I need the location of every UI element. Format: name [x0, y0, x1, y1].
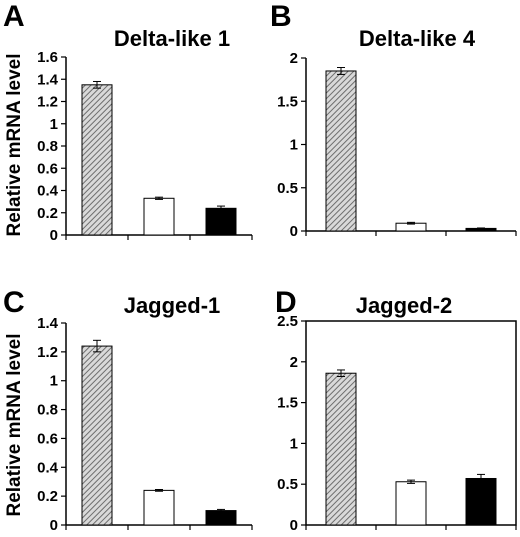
bar-filled — [205, 207, 237, 236]
y-tick-label: 1.2 — [37, 344, 58, 361]
panel-a-title: Delta-like 1 — [114, 26, 230, 51]
panel-c-ylabel: Relative mRNA level — [4, 333, 25, 516]
y-tick-label: 0.2 — [37, 488, 58, 505]
bar-filled — [465, 477, 497, 526]
y-tick-label: 1 — [50, 373, 58, 390]
y-tick-label: 0.2 — [37, 205, 58, 222]
panel-c-title: Jagged-1 — [124, 293, 221, 318]
y-tick-label: 1.4 — [37, 315, 59, 332]
panel-d-title: Jagged-2 — [356, 293, 453, 318]
bar-hatched — [81, 345, 113, 526]
panel-letter-d: D — [275, 286, 297, 319]
y-tick-label: 0 — [50, 517, 58, 532]
panel-a-ylabel: Relative mRNA level — [4, 53, 25, 236]
y-tick-label: 0.6 — [37, 430, 58, 447]
y-tick-label: 1.2 — [37, 94, 58, 111]
panel-letter-a: A — [3, 0, 25, 33]
y-tick-label: 1.6 — [37, 49, 58, 66]
y-tick-label: 1.5 — [277, 395, 298, 412]
panel-a-plot: 0 0.2 0.4 0.6 0.8 1 1.2 1.4 1.6 — [37, 49, 253, 244]
bar-open — [143, 489, 175, 526]
y-tick-label: 2 — [290, 354, 298, 371]
panel-c-plot: 0 0.2 0.4 0.6 0.8 1 1.2 1.4 — [37, 315, 253, 534]
y-tick-label: 1.4 — [37, 71, 59, 88]
y-tick-label: 0.8 — [37, 138, 58, 155]
y-tick-label: 2 — [290, 50, 298, 67]
y-tick-label: 0.6 — [37, 160, 58, 177]
y-tick-label: 0 — [290, 223, 298, 240]
panel-b: B Delta-like 4 0 0.5 1 1.5 2 — [270, 0, 517, 240]
panel-b-title: Delta-like 4 — [359, 26, 476, 51]
panel-a: A Delta-like 1 Relative mRNA level 00.20… — [3, 0, 253, 244]
bar-hatched — [81, 84, 113, 236]
panel-d: D Jagged-2 0 0.5 1 1.5 2 2.5 — [275, 286, 517, 534]
y-tick-label: 2.5 — [277, 313, 298, 330]
y-tick-label: 0.5 — [277, 476, 298, 493]
bar-open — [395, 481, 427, 526]
bar-open — [143, 197, 175, 236]
bar-hatched — [325, 372, 357, 526]
panel-letter-c: C — [3, 286, 25, 319]
bar-hatched — [325, 70, 357, 232]
y-tick-label: 1 — [50, 116, 58, 133]
y-tick-label: 1 — [290, 137, 298, 154]
panel-b-plot: 0 0.5 1 1.5 2 — [277, 50, 517, 240]
y-tick-label: 0 — [50, 227, 58, 244]
panel-d-plot: 0 0.5 1 1.5 2 2.5 — [277, 313, 517, 534]
panel-letter-b: B — [270, 0, 292, 33]
y-tick-label: 1 — [290, 435, 298, 452]
y-tick-label: 0 — [290, 517, 298, 532]
y-tick-label: 1.5 — [277, 93, 298, 110]
panel-c: C Jagged-1 Relative mRNA level 0 0.2 0.4 0.… — [3, 286, 253, 534]
y-tick-label: 0.5 — [277, 180, 298, 197]
y-tick-label: 0.8 — [37, 402, 58, 419]
y-tick-label: 0.4 — [37, 459, 59, 476]
y-tick-label: 0.4 — [37, 183, 59, 200]
bar-filled — [205, 510, 237, 526]
